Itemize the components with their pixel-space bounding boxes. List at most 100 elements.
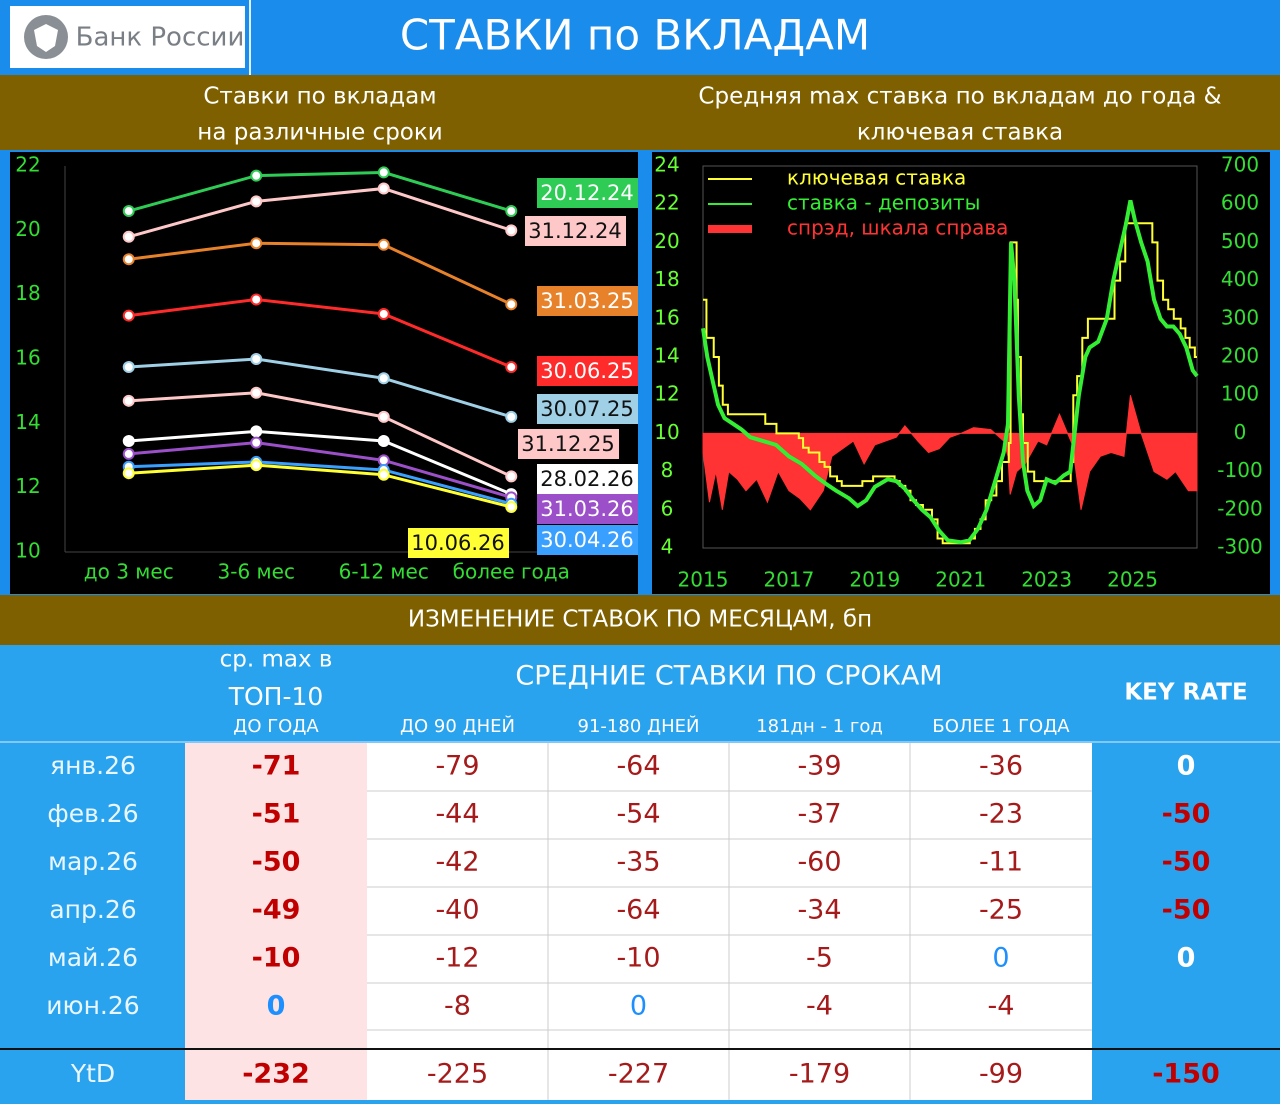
y-tick-label: 18	[654, 267, 679, 291]
cell-value: -79	[435, 751, 479, 782]
top10-title: ТОП-10	[228, 682, 324, 711]
series-marker	[122, 309, 135, 322]
column-header: 181дн - 1 год	[756, 716, 883, 737]
x-tick-label: 2025	[1107, 568, 1158, 592]
cell-value: -64	[616, 895, 660, 926]
y2-tick-label: -300	[1217, 535, 1262, 559]
x-tick-label: 2017	[763, 568, 814, 592]
section-title: ИЗМЕНЕНИЕ СТАВОК ПО МЕСЯЦАМ, бп	[408, 607, 872, 633]
series-line	[128, 463, 512, 509]
y-tick-label: 20	[654, 229, 679, 253]
series-marker	[377, 468, 390, 481]
y2-tick-label: 700	[1221, 153, 1259, 177]
series-label: 30.04.26	[540, 528, 634, 552]
series-label-box	[537, 525, 638, 555]
cell-value: -50	[1162, 799, 1211, 830]
cell-value: -179	[789, 1059, 850, 1090]
series-label-box	[537, 464, 638, 494]
series-marker	[377, 454, 390, 467]
row-label: янв.26	[50, 751, 136, 780]
y2-tick-label: 200	[1221, 344, 1259, 368]
series-marker	[377, 238, 390, 251]
y-tick-label: 8	[661, 458, 674, 482]
series-marker	[122, 253, 135, 266]
series-marker	[250, 353, 263, 365]
cell-value: -49	[252, 895, 301, 926]
series-marker	[250, 425, 263, 438]
cell-value: -4	[806, 991, 833, 1022]
series-line	[128, 357, 512, 419]
series-label: 10.06.26	[411, 531, 505, 555]
series-marker	[505, 224, 518, 237]
y-tick-label: 14	[15, 410, 40, 434]
x-tick-label: до 3 мес	[84, 560, 174, 584]
column-header: ДО ГОДА	[233, 716, 319, 737]
y-tick-label: 10	[15, 539, 40, 563]
cell-value: -37	[797, 799, 841, 830]
series-marker	[250, 459, 263, 472]
series-marker	[505, 410, 518, 423]
cell-value: 0	[630, 991, 647, 1022]
y-tick-label: 10	[654, 420, 679, 444]
y2-tick-label: 100	[1221, 382, 1259, 406]
total-label: YtD	[70, 1059, 115, 1088]
section-band	[0, 595, 1280, 645]
cell-value: -39	[797, 751, 841, 782]
series-label-box	[537, 394, 638, 424]
cell-value: -60	[797, 847, 841, 878]
y2-tick-label: -100	[1217, 458, 1262, 482]
series-marker	[377, 372, 390, 385]
series-line	[128, 391, 512, 478]
cell-value: -50	[1162, 895, 1211, 926]
cell-value: -25	[979, 895, 1023, 926]
series-label: 31.12.25	[521, 432, 615, 456]
y2-tick-label: 400	[1221, 267, 1259, 291]
series-label: 28.02.26	[540, 467, 634, 491]
total-top10-bg	[185, 1050, 367, 1100]
cell-value: 0	[267, 991, 286, 1022]
series-marker	[122, 394, 135, 407]
series-line	[128, 441, 512, 499]
series-line	[701, 199, 1199, 545]
y-tick-label: 4	[661, 535, 674, 559]
series-line	[128, 241, 512, 306]
y2-tick-label: -200	[1217, 496, 1262, 520]
y-tick-label: 22	[654, 191, 679, 215]
y-tick-label: 22	[15, 153, 40, 177]
x-tick-label: 6-12 мес	[339, 560, 429, 584]
chart-title-band	[0, 75, 1280, 150]
row-label: апр.26	[49, 895, 136, 924]
series-marker	[250, 436, 263, 449]
cell-value: -225	[427, 1059, 488, 1090]
y-tick-label: 20	[15, 217, 40, 241]
series-line	[128, 170, 512, 213]
cell-value: -54	[616, 799, 660, 830]
series-marker	[122, 467, 135, 480]
cell-value: -51	[252, 799, 301, 830]
legend-label: ключевая ставка	[787, 166, 966, 190]
cell-value: -64	[616, 751, 660, 782]
series-marker	[377, 435, 390, 448]
chart-title: Средняя max ставка по вкладам до года &	[698, 84, 1221, 110]
cell-value: 0	[992, 943, 1009, 974]
y-tick-label: 12	[654, 382, 679, 406]
legend-label: спрэд, шкала справа	[787, 216, 1008, 240]
x-tick-label: 3-6 мес	[218, 560, 295, 584]
row-label: июн.26	[46, 991, 139, 1020]
series-marker	[377, 307, 390, 320]
series-label-box	[537, 356, 638, 386]
series-marker	[505, 205, 518, 218]
chart-title: Ставки по вкладам	[203, 84, 436, 110]
series-label-box	[537, 494, 638, 524]
x-tick-label: 2021	[935, 568, 986, 592]
y-tick-label: 6	[661, 496, 674, 520]
cell-value: 0	[1177, 751, 1196, 782]
series-label: 31.03.26	[540, 497, 634, 521]
series-marker	[377, 166, 390, 179]
y-tick-label: 14	[654, 344, 679, 368]
cell-value: -71	[252, 751, 301, 782]
column-header: ДО 90 ДНЕЙ	[400, 715, 515, 737]
logo-text: Банк России	[76, 23, 245, 53]
series-label: 30.07.25	[540, 397, 634, 421]
